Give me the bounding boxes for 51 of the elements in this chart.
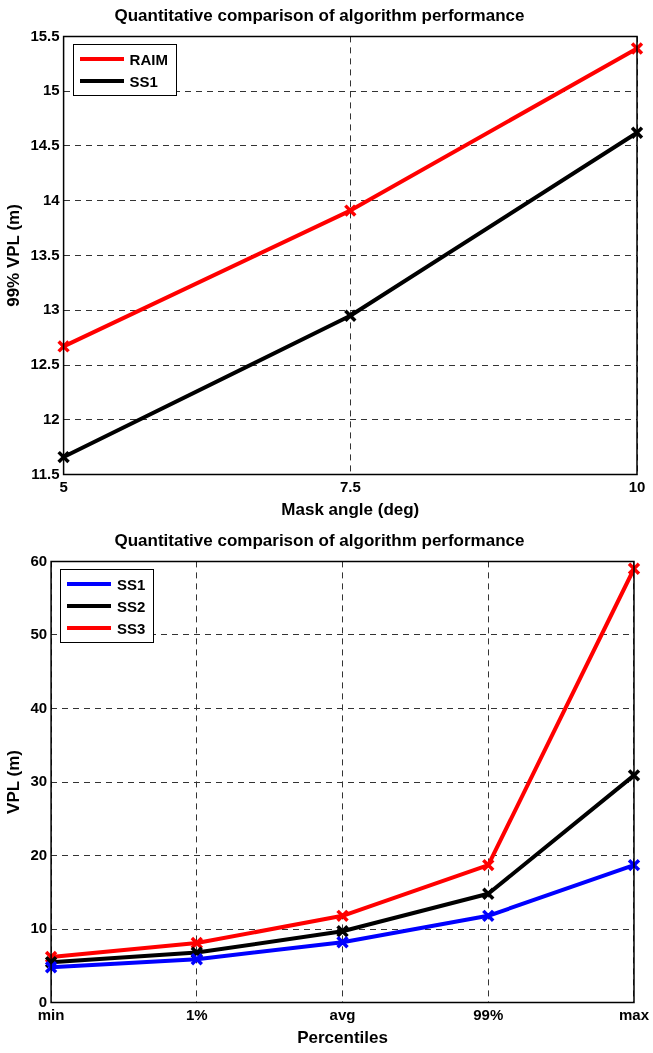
y-tick-label: 13 <box>42 300 60 318</box>
point <box>627 562 641 576</box>
point <box>481 909 495 923</box>
y-tick-label: 50 <box>30 625 48 643</box>
point <box>335 924 350 938</box>
y-tick-label: 11.5 <box>31 464 60 482</box>
point <box>335 935 350 949</box>
x-tick-label: 5 <box>59 477 68 495</box>
y-tick-label: 20 <box>30 845 48 863</box>
x-tick-label: 1% <box>185 1005 208 1023</box>
point <box>343 203 357 218</box>
point <box>481 887 495 901</box>
x-tick-label: 10 <box>628 477 646 495</box>
point <box>627 858 641 872</box>
chart-title: Quantitative comparison of algorithm performance <box>114 530 525 550</box>
y-tick-label: 14 <box>42 190 61 208</box>
y-axis-title: VPL (m) <box>3 750 23 814</box>
y-tick-label: 60 <box>30 551 48 569</box>
point <box>56 339 71 354</box>
legend-label: SS2 <box>117 597 146 615</box>
x-axis-title: Mask angle (deg) <box>281 500 420 520</box>
point <box>335 909 350 923</box>
y-tick-label: 30 <box>30 772 48 790</box>
x-tick-label: 99% <box>473 1005 504 1023</box>
point <box>481 858 495 872</box>
y-tick-label: 40 <box>30 698 48 716</box>
point <box>630 41 644 56</box>
y-tick-label: 15 <box>42 81 60 99</box>
x-tick-label: 7.5 <box>339 477 361 495</box>
y-axis-title: 99% VPL (m) <box>3 204 23 307</box>
y-tick-label: 13.5 <box>30 245 60 263</box>
legend-label: SS1 <box>117 575 146 593</box>
legend-label: SS3 <box>117 619 146 637</box>
y-tick-label: 12 <box>42 409 60 427</box>
point <box>44 960 58 974</box>
chart-title: Quantitative comparison of algorithm performance <box>114 5 525 25</box>
point <box>343 309 357 323</box>
point <box>56 450 71 464</box>
x-axis-title: Percentiles <box>297 1028 388 1048</box>
y-tick-label: 15.5 <box>30 26 60 44</box>
point <box>627 768 641 783</box>
point <box>190 952 204 966</box>
x-tick-label: avg <box>329 1005 356 1023</box>
y-tick-label: 10 <box>30 919 48 937</box>
y-tick-label: 12.5 <box>30 355 60 373</box>
y-tick-label: 0 <box>38 992 48 1010</box>
legend-label: RAIM <box>129 50 168 68</box>
legend-label: SS1 <box>129 72 158 90</box>
point <box>630 126 644 140</box>
x-tick-label: max <box>618 1005 650 1023</box>
y-tick-label: 14.5 <box>30 136 60 154</box>
